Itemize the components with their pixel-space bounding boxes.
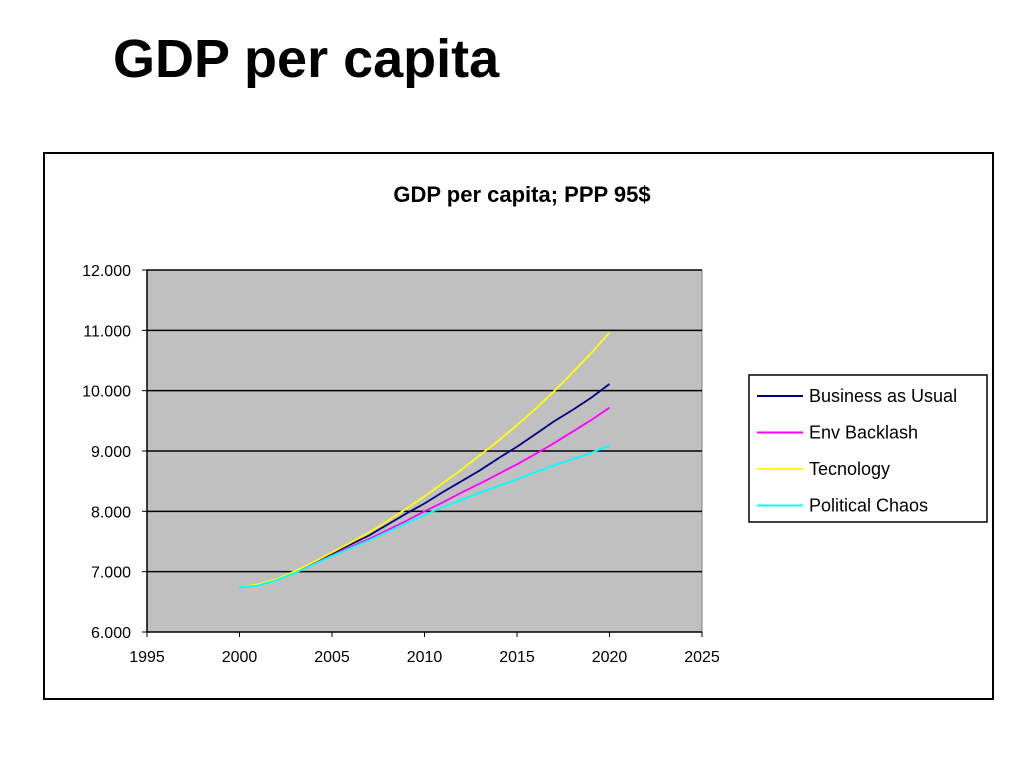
- legend: Business as Usual Env Backlash Tecnology Po…: [748, 374, 988, 523]
- y-tick-label: 11.000: [83, 323, 131, 340]
- x-tick-label: 2000: [222, 649, 258, 666]
- x-tick-label: 2015: [499, 649, 535, 666]
- axes: 6.000 7.000 8.000 9.000 10.000 11.000 12.000 19…: [82, 263, 720, 666]
- grid-lines: [147, 269, 702, 573]
- legend-label: Political Chaos: [809, 496, 928, 516]
- y-tick-label: 6.000: [91, 625, 131, 642]
- legend-label: Tecnology: [809, 459, 890, 479]
- line-chart: GDP per capita; PPP 95$ 6.000 7.000 8.000 9…: [82, 182, 988, 666]
- y-tick-label: 10.000: [82, 384, 131, 401]
- y-tick-label: 7.000: [91, 565, 131, 582]
- y-tick-label: 9.000: [91, 444, 131, 461]
- slide-title: GDP per capita: [113, 29, 500, 89]
- series-line-tecnology: [239, 332, 611, 589]
- y-tick-label: 12.000: [82, 263, 131, 280]
- legend-box: [748, 374, 988, 523]
- x-tick-label: 2025: [684, 649, 720, 666]
- legend-label: Env Backlash: [809, 423, 918, 443]
- chart-title: GDP per capita; PPP 95$: [393, 182, 650, 207]
- chart-frame: GDP per capita; PPP 95$ 6.000 7.000 8.000 9…: [43, 152, 994, 700]
- legend-label: Business as Usual: [809, 386, 957, 406]
- series-line-political-chaos: [239, 444, 610, 589]
- x-tick-label: 1995: [129, 649, 165, 666]
- series-lines: [239, 332, 611, 589]
- x-tick-label: 2020: [592, 649, 628, 666]
- x-tick-label: 2010: [407, 649, 443, 666]
- y-tick-label: 8.000: [91, 504, 131, 521]
- x-tick-label: 2005: [314, 649, 350, 666]
